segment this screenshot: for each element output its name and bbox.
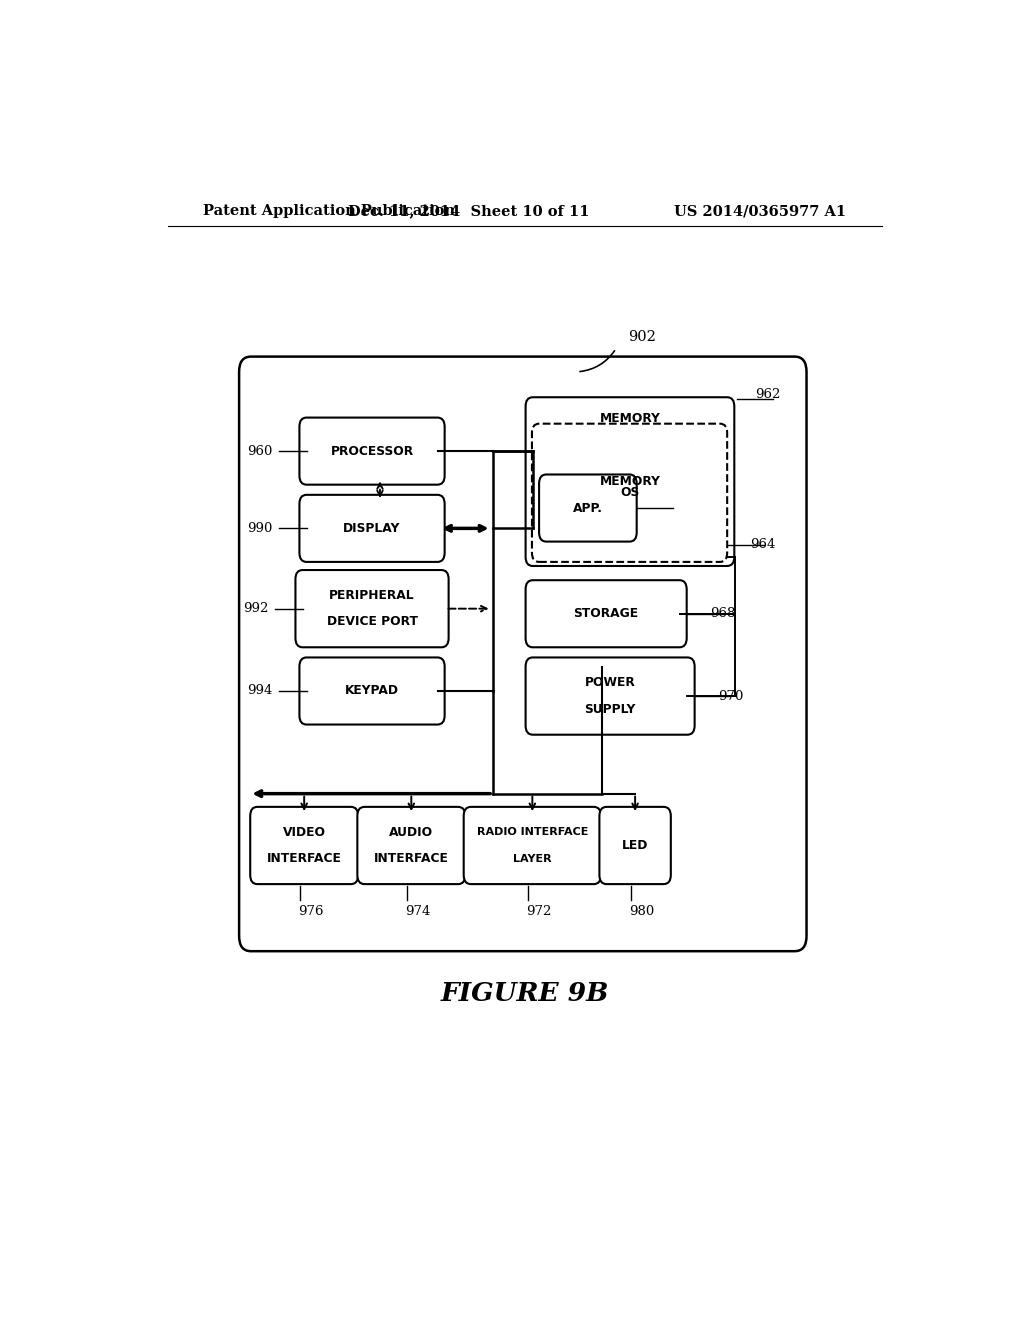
Text: 972: 972: [526, 906, 551, 919]
Text: AUDIO: AUDIO: [389, 826, 433, 838]
Text: 970: 970: [718, 689, 743, 702]
FancyBboxPatch shape: [299, 657, 444, 725]
Text: POWER: POWER: [585, 676, 636, 689]
Text: LAYER: LAYER: [513, 854, 552, 863]
Text: 960: 960: [247, 445, 272, 458]
Text: 968: 968: [710, 607, 735, 620]
Text: 992: 992: [243, 602, 268, 615]
FancyBboxPatch shape: [357, 807, 465, 884]
FancyBboxPatch shape: [525, 657, 694, 735]
Text: 994: 994: [247, 685, 272, 697]
Text: 967: 967: [659, 502, 685, 515]
Text: 974: 974: [404, 906, 430, 919]
Text: US 2014/0365977 A1: US 2014/0365977 A1: [674, 205, 846, 218]
Text: 902: 902: [628, 330, 655, 345]
Text: RADIO INTERFACE: RADIO INTERFACE: [476, 828, 588, 837]
Text: STORAGE: STORAGE: [573, 607, 639, 620]
Text: DEVICE PORT: DEVICE PORT: [327, 615, 418, 628]
FancyBboxPatch shape: [240, 356, 807, 952]
Text: 976: 976: [298, 906, 324, 919]
FancyBboxPatch shape: [539, 474, 637, 541]
FancyBboxPatch shape: [464, 807, 601, 884]
FancyBboxPatch shape: [296, 570, 449, 647]
FancyBboxPatch shape: [531, 424, 727, 562]
Text: INTERFACE: INTERFACE: [266, 853, 342, 865]
FancyBboxPatch shape: [599, 807, 671, 884]
FancyBboxPatch shape: [525, 581, 687, 647]
Text: 990: 990: [247, 521, 272, 535]
Text: SUPPLY: SUPPLY: [585, 702, 636, 715]
FancyBboxPatch shape: [299, 417, 444, 484]
Text: DISPLAY: DISPLAY: [343, 521, 400, 535]
Text: 964: 964: [751, 539, 775, 552]
Text: LED: LED: [622, 840, 648, 851]
Text: MEMORY: MEMORY: [599, 412, 660, 425]
Text: Dec. 11, 2014  Sheet 10 of 11: Dec. 11, 2014 Sheet 10 of 11: [348, 205, 590, 218]
Text: PROCESSOR: PROCESSOR: [331, 445, 414, 458]
Text: APP.: APP.: [572, 502, 603, 515]
Text: KEYPAD: KEYPAD: [345, 685, 399, 697]
FancyBboxPatch shape: [299, 495, 444, 562]
Text: INTERFACE: INTERFACE: [374, 853, 449, 865]
Text: OS: OS: [620, 486, 639, 499]
Text: PERIPHERAL: PERIPHERAL: [330, 589, 415, 602]
Text: FIGURE 9B: FIGURE 9B: [440, 981, 609, 1006]
Text: MEMORY: MEMORY: [599, 475, 660, 488]
Text: 980: 980: [629, 906, 654, 919]
FancyBboxPatch shape: [525, 397, 734, 566]
Text: VIDEO: VIDEO: [283, 826, 326, 838]
FancyBboxPatch shape: [250, 807, 358, 884]
Text: Patent Application Publication: Patent Application Publication: [204, 205, 456, 218]
Text: 962: 962: [755, 388, 780, 401]
